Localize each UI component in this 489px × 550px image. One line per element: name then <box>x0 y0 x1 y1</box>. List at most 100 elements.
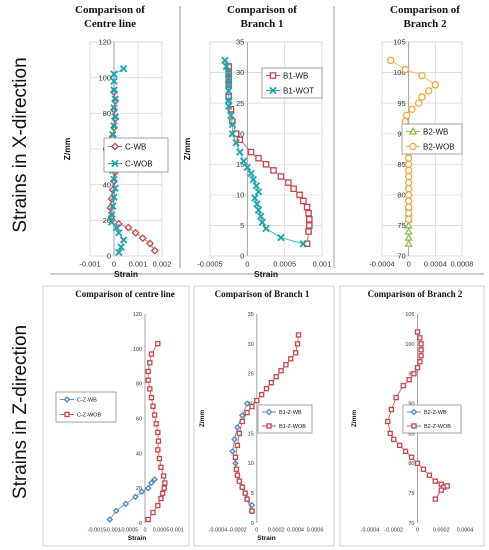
point-3-1-9 <box>156 455 163 462</box>
y-tick-3-2: 40 <box>136 451 142 457</box>
y-tick-1-3: 15 <box>236 160 244 169</box>
point-0-0-1 <box>145 239 155 248</box>
point-5-1-26 <box>432 496 439 502</box>
legend-marker-4-1 <box>266 423 272 429</box>
point-1-1-20 <box>224 96 233 104</box>
x-tick-4-5: 0.0006 <box>307 528 324 534</box>
legend-label-5-0: B2-Z-WB <box>424 410 447 416</box>
point-0-1-20 <box>110 86 118 94</box>
point-1-1-15 <box>232 139 240 147</box>
point-0-0-4 <box>124 223 133 232</box>
x-tick-2-0: -0.0004 <box>369 260 394 269</box>
point-2-0-2 <box>404 227 413 235</box>
y-tick-1-2: 10 <box>236 190 244 199</box>
point-3-1-10 <box>155 447 161 453</box>
point-1-1-0 <box>299 240 308 248</box>
point-1-1-13 <box>239 157 248 165</box>
x-axis-label-1: Strain <box>254 269 278 279</box>
row-label-x-direction: Strains in X-direction <box>10 57 31 232</box>
point-3-1-8 <box>158 464 164 470</box>
point-4-1-14 <box>258 391 265 398</box>
point-0-0-0 <box>150 246 159 255</box>
legend-marker-3-1 <box>64 411 70 418</box>
point-3-0-7 <box>151 476 158 483</box>
point-0-1-21 <box>110 77 118 85</box>
y-tick-1-6: 30 <box>236 68 244 77</box>
point-3-1-2 <box>155 502 161 509</box>
point-1-1-12 <box>243 163 252 172</box>
point-0-1-15 <box>109 130 117 139</box>
point-1-1-4 <box>257 212 265 220</box>
point-4-1-17 <box>273 374 279 380</box>
y-tick-4-2: 10 <box>248 461 254 467</box>
point-1-0-4 <box>305 209 312 217</box>
chart-title-4: Comparison of Branch 1 <box>215 289 310 299</box>
y-tick-5-0: 70 <box>408 521 414 527</box>
point-4-1-12 <box>249 403 255 410</box>
panel-frame-4 <box>193 285 335 547</box>
point-5-1-20 <box>426 472 433 478</box>
point-1-0-10 <box>277 173 285 180</box>
y-tick-3-5: 100 <box>133 347 142 353</box>
x-tick-2-3: 0.0008 <box>451 260 474 269</box>
point-5-1-10 <box>393 394 399 401</box>
legend-marker-1-1 <box>269 86 277 95</box>
point-2-1-2 <box>418 71 426 80</box>
point-4-1-3 <box>239 484 245 490</box>
y-tick-5-7: 105 <box>405 312 414 318</box>
point-2-1-4 <box>424 87 433 95</box>
legend-label-1-0: B1-WB <box>283 71 308 80</box>
point-3-1-18 <box>145 377 151 383</box>
legend-label-1-1: B1-WOT <box>283 86 314 95</box>
y-tick-3-3: 60 <box>136 416 142 422</box>
point-2-1-8 <box>402 111 411 120</box>
point-1-1-5 <box>254 206 263 214</box>
point-5-1-9 <box>400 382 406 389</box>
point-3-1-13 <box>153 421 159 427</box>
point-1-0-8 <box>290 185 297 193</box>
point-4-1-8 <box>234 442 241 449</box>
chart-title-0-a: Comparison of <box>75 4 145 16</box>
x-tick-1-1: 0 <box>245 260 249 269</box>
point-2-1-5 <box>418 93 426 101</box>
point-5-1-17 <box>408 454 415 461</box>
point-0-1-10 <box>110 175 118 184</box>
point-1-1-10 <box>249 175 258 184</box>
point-4-0-12 <box>243 400 251 407</box>
point-5-1-21 <box>432 478 439 484</box>
panel-separators <box>42 6 485 547</box>
y-tick-4-5: 25 <box>248 372 254 378</box>
point-2-0-3 <box>404 220 413 229</box>
point-4-1-22 <box>294 341 301 347</box>
point-5-1-1 <box>417 335 423 341</box>
point-3-0-6 <box>148 479 155 487</box>
point-1-1-22 <box>224 81 233 89</box>
point-1-0-9 <box>285 179 292 186</box>
x-tick-3-0: -0.0015 <box>88 528 107 534</box>
point-0-1-0 <box>115 248 123 257</box>
point-5-1-18 <box>414 460 421 466</box>
legend-marker-0-1 <box>111 159 119 168</box>
x-axis-label-3: Strain <box>128 535 146 542</box>
point-1-1-16 <box>228 129 237 138</box>
y-tick-2-2: 80 <box>397 190 405 199</box>
point-5-1-25 <box>438 487 444 493</box>
point-2-1-16 <box>404 160 413 169</box>
chart-branch1-x: Comparison of Branch 1 0 5 10 15 20 25 30 35 -0.00… <box>182 4 331 279</box>
point-5-1-5 <box>417 359 423 365</box>
row-label-z-direction: Strains in Z-direction <box>10 325 31 499</box>
point-1-0-2 <box>306 222 313 229</box>
point-0-1-3 <box>115 229 123 237</box>
y-tick-4-6: 30 <box>248 342 254 348</box>
y-tick-0-6: 120 <box>98 38 111 47</box>
point-1-0-15 <box>236 136 244 144</box>
point-1-1-21 <box>224 87 233 95</box>
point-4-1-21 <box>292 350 299 356</box>
y-tick-4-0: 0 <box>251 521 254 527</box>
x-tick-1-2: 0.0005 <box>273 260 296 269</box>
point-1-1-7 <box>251 194 259 202</box>
point-1-0-7 <box>296 191 303 199</box>
point-0-1-17 <box>111 113 119 121</box>
legend-label-2-0: B2-WB <box>423 127 448 136</box>
